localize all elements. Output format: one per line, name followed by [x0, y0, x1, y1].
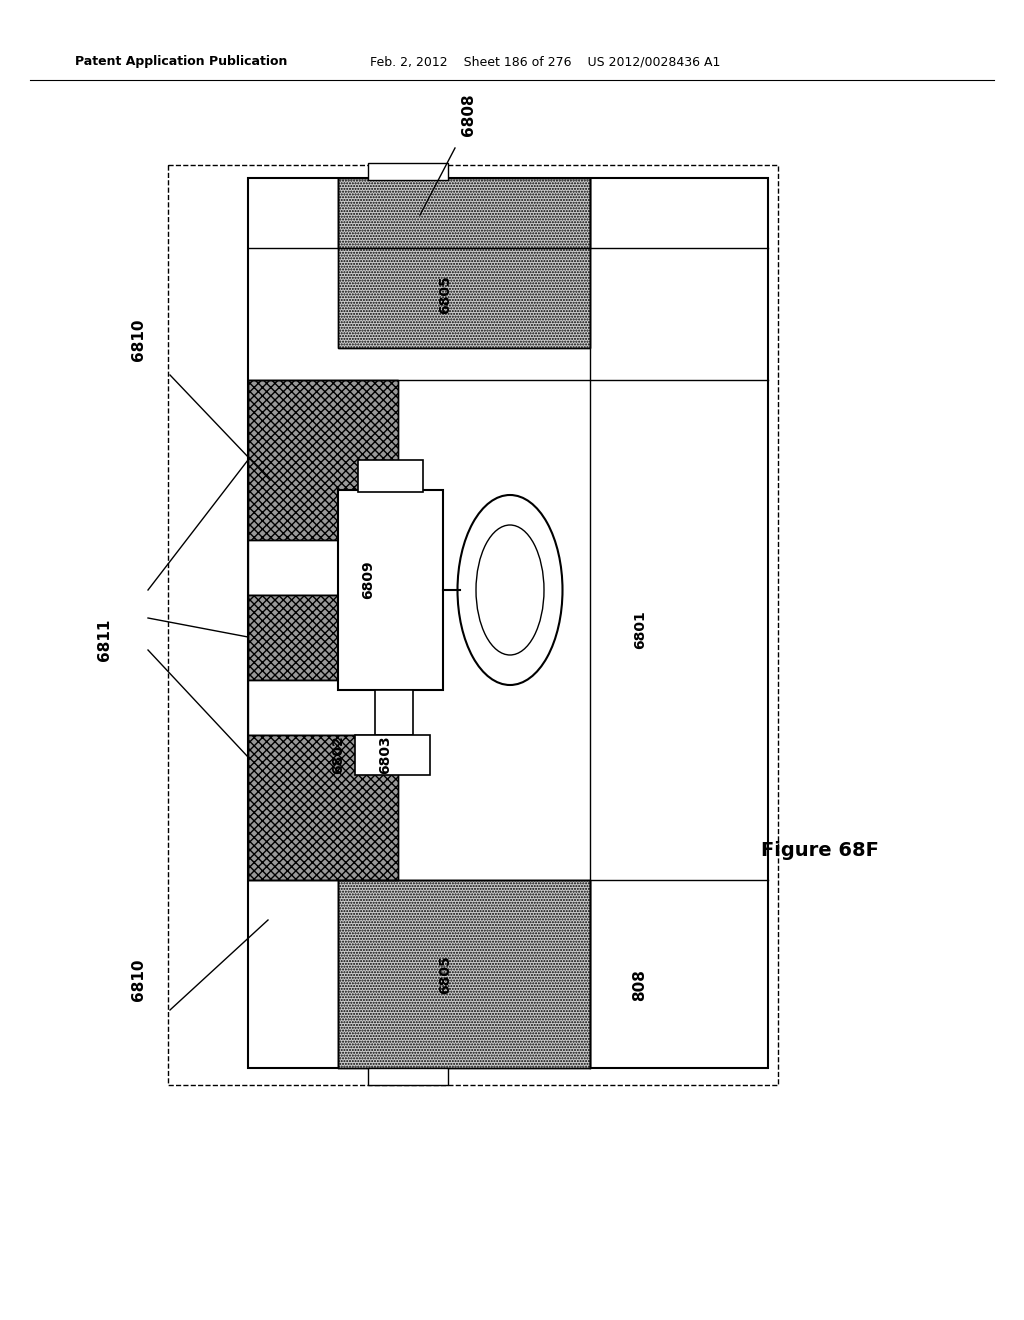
Text: 6808: 6808	[461, 94, 475, 136]
Bar	[338, 178, 590, 348]
Bar	[248, 540, 398, 595]
Bar	[248, 178, 768, 1068]
Text: 6805: 6805	[438, 276, 452, 314]
Bar	[248, 595, 398, 680]
Bar	[338, 880, 590, 1068]
Bar	[248, 735, 398, 880]
Text: Patent Application Publication: Patent Application Publication	[75, 55, 288, 69]
Bar	[338, 178, 590, 348]
Bar	[248, 735, 398, 880]
Ellipse shape	[458, 495, 562, 685]
Text: 6805: 6805	[438, 956, 452, 994]
Bar	[248, 680, 398, 735]
Ellipse shape	[476, 525, 544, 655]
Text: 6802: 6802	[331, 735, 345, 775]
Bar	[368, 162, 449, 180]
Text: 6810: 6810	[130, 318, 145, 362]
Text: 6810: 6810	[130, 958, 145, 1002]
Text: 808: 808	[633, 969, 647, 1001]
Bar	[248, 595, 398, 680]
Bar	[358, 459, 423, 492]
Text: 6801: 6801	[633, 611, 647, 649]
Bar	[248, 380, 398, 540]
Bar	[355, 735, 430, 775]
Bar	[168, 165, 778, 1085]
Bar	[375, 690, 413, 735]
Bar	[338, 490, 443, 690]
Text: 6811: 6811	[97, 619, 113, 661]
Text: 6809: 6809	[361, 561, 375, 599]
Text: Feb. 2, 2012    Sheet 186 of 276    US 2012/0028436 A1: Feb. 2, 2012 Sheet 186 of 276 US 2012/00…	[370, 55, 720, 69]
Bar	[248, 380, 398, 540]
Text: Figure 68F: Figure 68F	[761, 841, 879, 859]
Bar	[368, 1068, 449, 1085]
Bar	[338, 880, 590, 1068]
Text: 6803: 6803	[378, 735, 392, 775]
